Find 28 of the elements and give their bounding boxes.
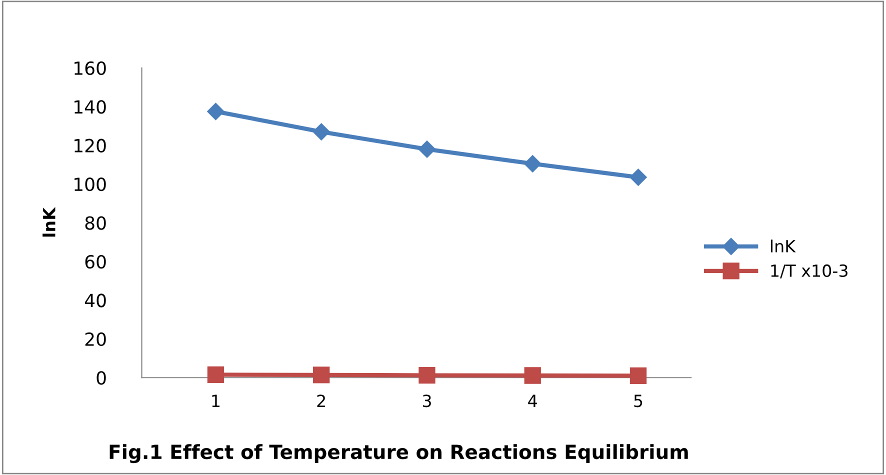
point	[418, 140, 436, 158]
legend-label: 1/T x10-3	[771, 264, 848, 278]
point	[630, 168, 647, 186]
x-tick-label: 2	[317, 394, 325, 407]
y-tick-label: 120	[74, 138, 106, 152]
point	[630, 367, 647, 384]
legend-label: lnK	[770, 240, 796, 252]
y-tick-label: 60	[85, 254, 106, 269]
x-tick-label: 4	[528, 394, 537, 407]
point	[524, 367, 541, 384]
y-axis-title: lnK	[42, 207, 56, 237]
point	[524, 155, 542, 172]
point	[418, 366, 436, 384]
point	[312, 123, 330, 140]
point	[207, 366, 224, 384]
y-tick-label: 100	[74, 178, 106, 192]
text: Fig.1 Effect of Temperature on Reactions Equilibrium	[110, 444, 688, 464]
y-tick-label: 80	[85, 216, 106, 230]
y-tick-label: 20	[85, 332, 106, 346]
point	[207, 102, 224, 120]
x-tick-label: 5	[634, 394, 642, 408]
y-tick-label: 0	[96, 371, 106, 385]
y-tick-label: 160	[74, 61, 106, 76]
y-tick-label: 40	[84, 294, 106, 308]
x-tick-label: 1	[212, 394, 220, 407]
x-tick-label: 3	[422, 394, 431, 408]
y-tick-label: 140	[74, 100, 106, 114]
point	[313, 366, 330, 384]
